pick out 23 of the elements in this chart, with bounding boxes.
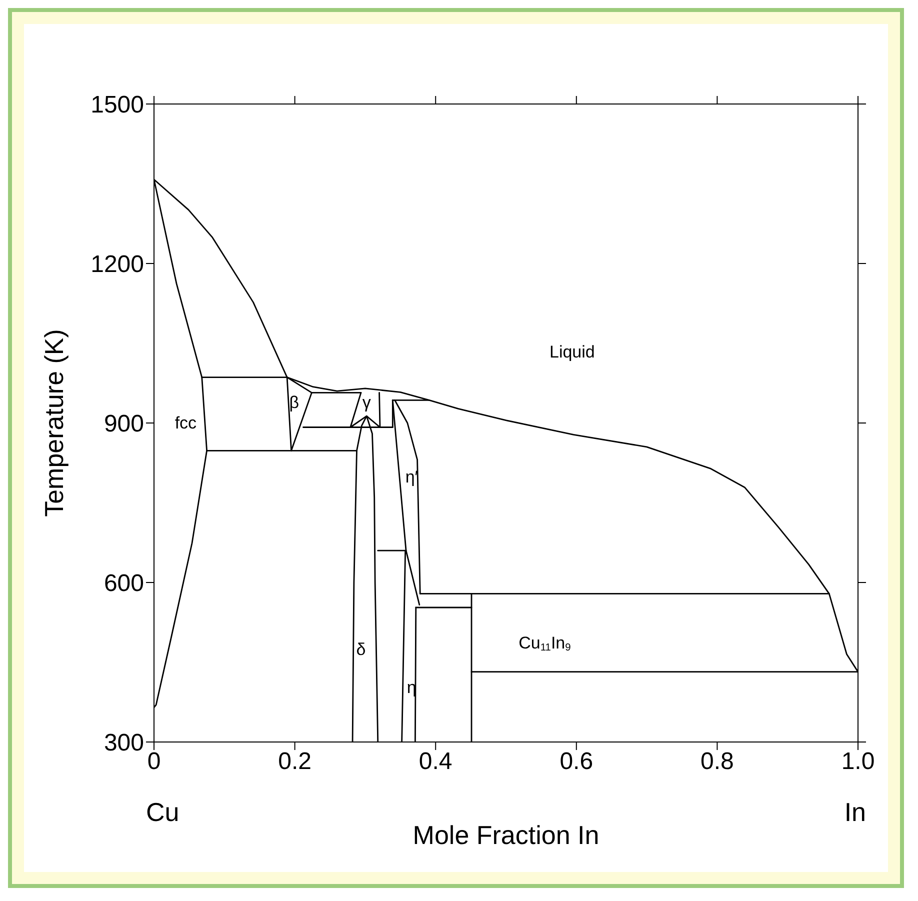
text: Cu (146, 796, 180, 827)
y-tick-label: 300 (104, 730, 144, 757)
y-tick-label: 1500 (90, 92, 144, 119)
annotation: Liquid (549, 342, 595, 362)
y-axis-title: Temperature (K) (39, 329, 70, 517)
x-tick-label: 0.2 (278, 748, 312, 776)
annotation: β (289, 393, 300, 412)
x-tick-label: 0.4 (418, 748, 452, 776)
annotation: Cu$_{11}$In$_{9}$ (518, 634, 572, 654)
annotation: δ (356, 640, 366, 660)
y-tick-label: 600 (104, 570, 144, 598)
x-tick-label: 0.8 (700, 748, 734, 776)
annotation: γ (362, 393, 372, 412)
annotation: η′ (405, 468, 418, 487)
y-tick-label: 900 (104, 410, 144, 438)
annotation: η (406, 678, 416, 698)
text: In (844, 796, 866, 827)
x-tick-label: 0 (147, 748, 161, 776)
annotation: fcc (174, 414, 198, 433)
x-axis-title: Mole Fraction In (412, 820, 600, 850)
y-tick-label: 1200 (90, 251, 144, 278)
x-tick-label: 1.0 (841, 748, 875, 776)
x-tick-label: 0.6 (560, 748, 594, 776)
